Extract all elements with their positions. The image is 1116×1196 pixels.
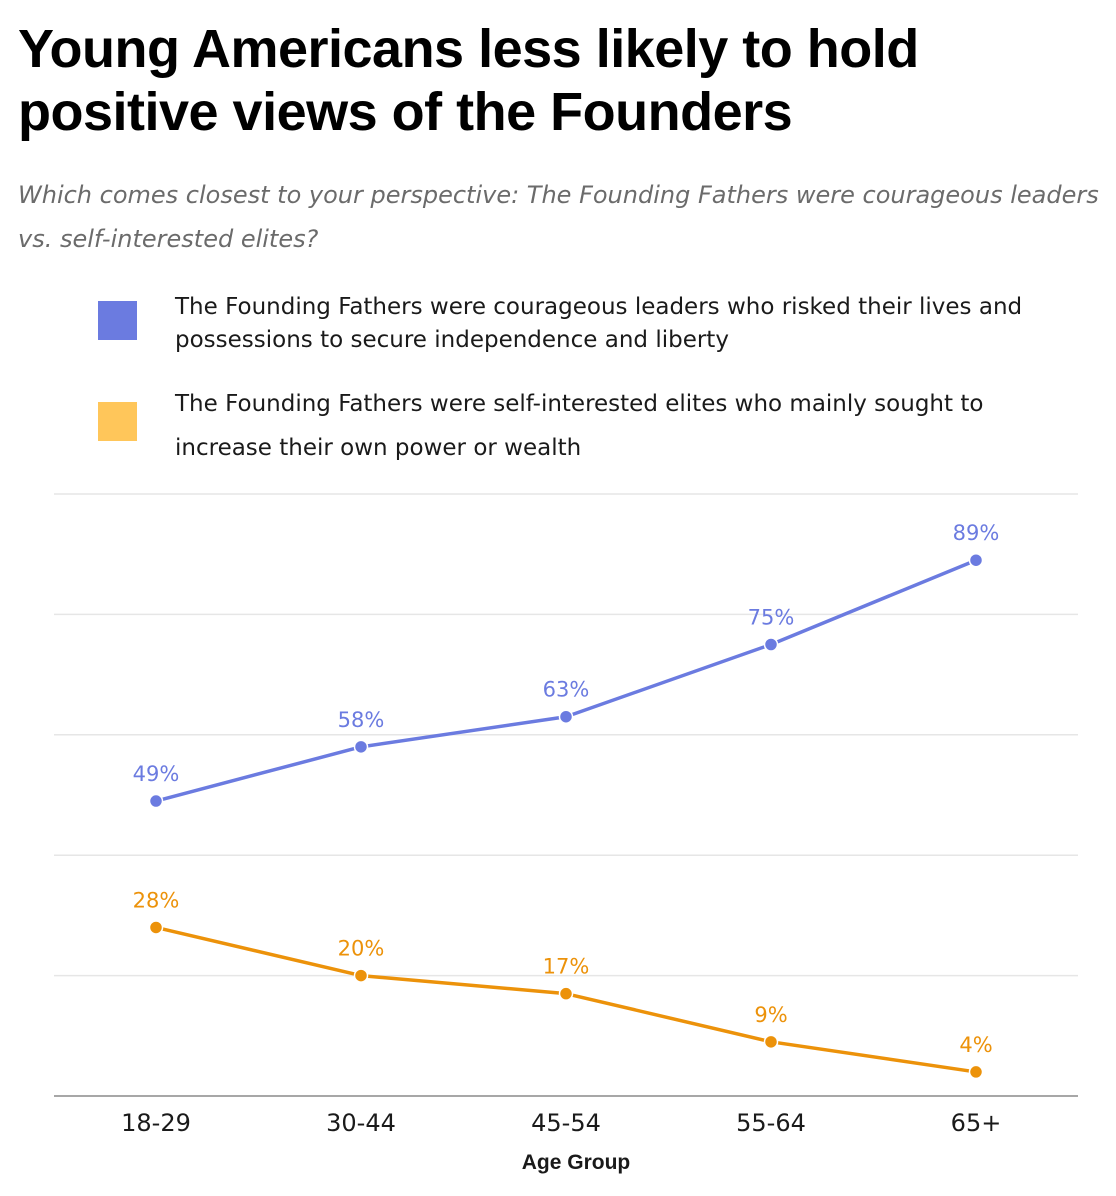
chart-title: Young Americans less likely to hold posi… [18, 19, 919, 142]
data-label: 28% [133, 888, 180, 912]
x-tick-label: 30-44 [326, 1109, 396, 1137]
data-point [558, 986, 574, 1001]
data-label: 20% [338, 937, 385, 961]
x-axis-title: Age Group [522, 1151, 631, 1174]
data-label: 4% [959, 1033, 992, 1057]
data-point [148, 793, 164, 809]
data-label: 9% [754, 1003, 787, 1027]
data-label: 63% [543, 678, 590, 702]
data-point [968, 552, 984, 568]
data-point [148, 920, 164, 935]
data-point [968, 1064, 984, 1080]
data-label: 75% [748, 606, 795, 630]
data-point [763, 1034, 779, 1050]
data-point [558, 709, 574, 724]
x-tick-label: 65+ [951, 1109, 1002, 1137]
data-point [353, 968, 369, 983]
legend-label-leaders: The Founding Fathers were courageous lea… [175, 294, 1023, 353]
legend-label-elites: The Founding Fathers were self-intereste… [175, 391, 984, 461]
data-label: 17% [543, 955, 590, 979]
legend-swatch-elites [98, 402, 137, 441]
data-point [763, 637, 779, 652]
data-label: 58% [338, 708, 385, 732]
legend-swatch-leaders [98, 301, 137, 340]
data-point [353, 739, 369, 755]
x-tick-label: 55-64 [736, 1109, 806, 1137]
data-label: 49% [133, 762, 180, 786]
chart-subtitle: Which comes closest to your perspective:… [18, 181, 1099, 253]
x-tick-label: 18-29 [121, 1109, 191, 1137]
data-label: 89% [953, 521, 1000, 545]
x-tick-label: 45-54 [531, 1109, 601, 1137]
